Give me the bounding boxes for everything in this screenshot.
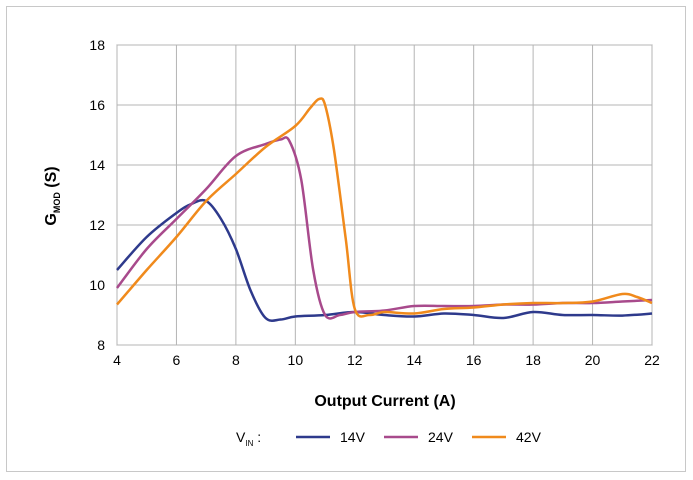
y-tick-label: 14 <box>89 157 105 173</box>
x-tick-label: 10 <box>288 352 304 368</box>
grid-lines <box>116 44 653 346</box>
x-tick-label: 4 <box>113 352 121 368</box>
y-tick-label: 12 <box>89 217 105 233</box>
series-line-42v <box>116 97 653 318</box>
series-line-24v <box>116 136 653 320</box>
y-tick-label: 18 <box>89 37 105 53</box>
legend-label-24v: 24V <box>428 429 454 445</box>
x-tick-label: 18 <box>525 352 541 368</box>
legend-prefix-sub: IN <box>245 439 253 448</box>
x-tick-label: 16 <box>466 352 482 368</box>
y-tick-label: 8 <box>97 337 105 353</box>
x-tick-label: 14 <box>406 352 422 368</box>
y-axis-title-unit: (S) <box>43 166 60 192</box>
x-tick-label: 22 <box>644 352 660 368</box>
legend-prefix-main: V <box>236 429 246 445</box>
y-axis-title-main: G <box>43 213 60 225</box>
x-tick-label: 6 <box>173 352 181 368</box>
y-axis-title-sub: MOD <box>52 192 62 213</box>
y-tick-label: 10 <box>89 277 105 293</box>
series-group <box>116 97 653 322</box>
plot-border <box>116 44 653 346</box>
x-axis-title: Output Current (A) <box>314 393 455 410</box>
legend-label-14v: 14V <box>340 429 366 445</box>
tick-labels: 4 6 8 10 12 14 16 18 20 22 8 10 12 14 16 18 <box>89 37 660 368</box>
legend-prefix: VIN : <box>236 429 261 448</box>
y-tick-label: 16 <box>89 97 105 113</box>
y-axis-title: GMOD (S) <box>43 166 62 225</box>
legend-label-42v: 42V <box>516 429 542 445</box>
chart-frame <box>6 6 686 472</box>
x-tick-label: 12 <box>347 352 363 368</box>
x-tick-label: 20 <box>585 352 601 368</box>
legend-prefix-suffix: : <box>253 429 261 445</box>
x-tick-label: 8 <box>232 352 240 368</box>
legend: VIN : 14V 24V 42V <box>236 429 542 448</box>
